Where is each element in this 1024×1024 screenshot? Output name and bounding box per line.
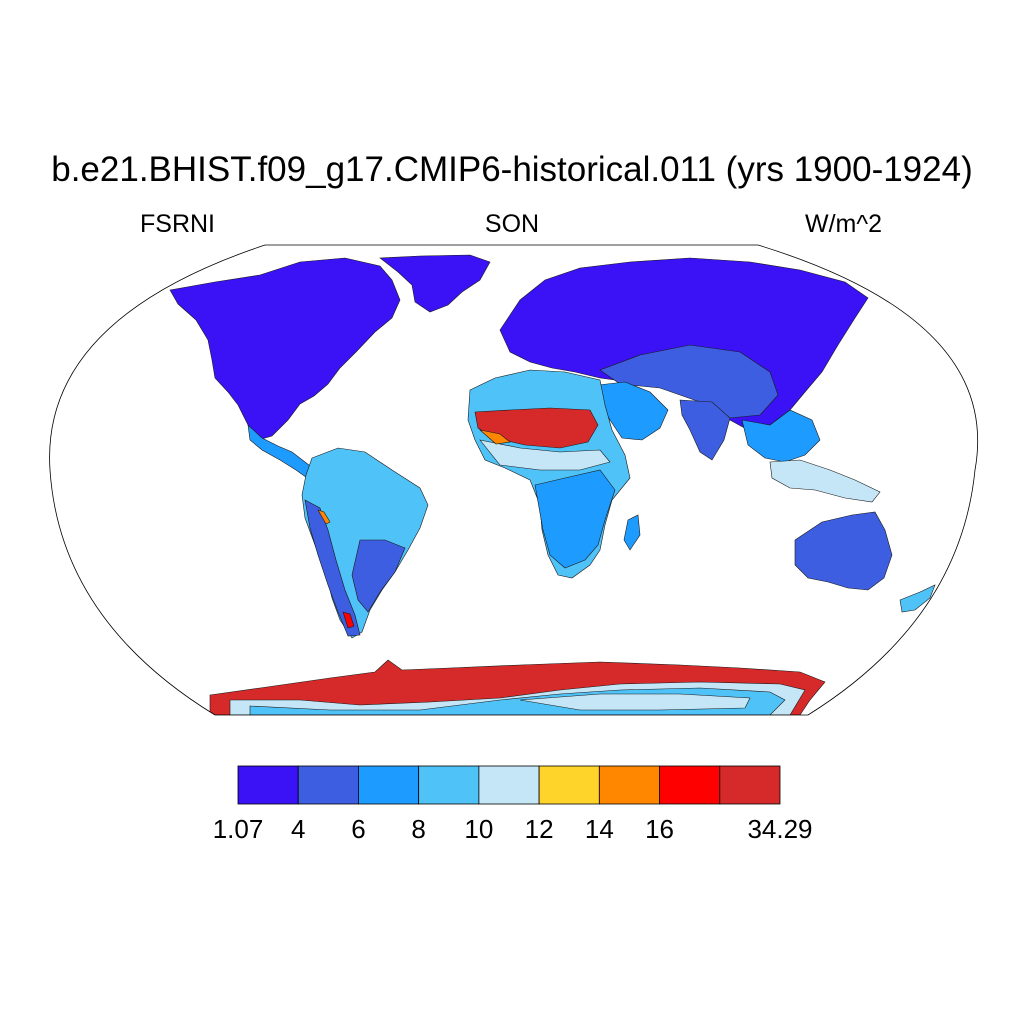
- colorbar-box-3: [418, 765, 480, 805]
- region-india: [679, 399, 731, 461]
- region-central-asia: [599, 344, 779, 419]
- region-sahara-orange: [478, 429, 511, 445]
- region-andes: [304, 499, 361, 637]
- colorbar: [237, 765, 781, 805]
- colorbar-label: 6: [351, 814, 366, 844]
- region-new-zealand: [899, 584, 936, 613]
- colorbar-box-2: [358, 765, 420, 805]
- region-andes-hot: [317, 509, 331, 525]
- region-sahel: [479, 439, 611, 471]
- region-greenland: [379, 254, 491, 313]
- colorbar-box-0: [237, 765, 299, 805]
- colorbar-box-8: [719, 765, 781, 805]
- colorbar-label: 34.29: [747, 814, 813, 844]
- colorbar-label: 12: [524, 814, 554, 844]
- region-patagonia-hot: [342, 611, 355, 629]
- colorbar-label: 1.07: [212, 814, 264, 844]
- region-maritime: [769, 459, 881, 503]
- colorbar-box-7: [659, 765, 721, 805]
- season-label: SON: [484, 210, 540, 238]
- map-outline: [49, 244, 979, 716]
- colorbar-label: 14: [584, 814, 614, 844]
- colorbar-box-1: [297, 765, 359, 805]
- colorbar-box-4: [478, 765, 540, 805]
- region-madagascar: [623, 514, 641, 551]
- units-label: W/m^2: [804, 210, 882, 238]
- region-australia: [794, 511, 893, 591]
- region-central-africa: [534, 469, 616, 569]
- plot-title: b.e21.BHIST.f09_g17.CMIP6-historical.011…: [51, 150, 973, 189]
- colorbar-label: 16: [645, 814, 675, 844]
- colorbar-label: 4: [290, 814, 306, 844]
- region-north-america: [169, 257, 401, 441]
- colorbar-box-6: [598, 765, 660, 805]
- region-southeast-asia: [741, 409, 821, 463]
- colorbar-box-5: [538, 765, 600, 805]
- map-field: [169, 254, 936, 715]
- colorbar-label: 8: [411, 814, 426, 844]
- region-antarctica-light: [519, 693, 751, 711]
- region-south-america-east: [351, 539, 406, 613]
- variable-name: FSRNI: [140, 210, 215, 238]
- colorbar-label: 10: [464, 814, 494, 844]
